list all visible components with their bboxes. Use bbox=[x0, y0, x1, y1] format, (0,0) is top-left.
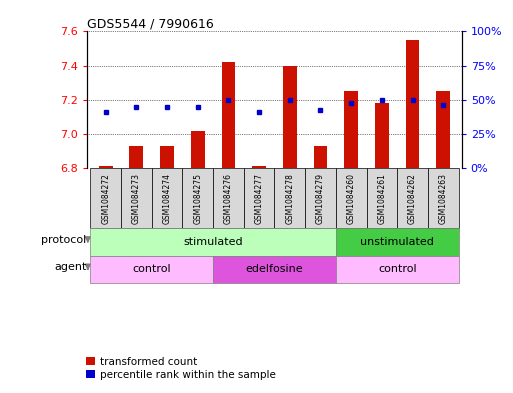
Text: GSM1084275: GSM1084275 bbox=[193, 173, 202, 224]
FancyBboxPatch shape bbox=[244, 168, 274, 228]
Text: protocol: protocol bbox=[42, 235, 87, 245]
Text: agent: agent bbox=[54, 263, 87, 272]
FancyBboxPatch shape bbox=[274, 168, 305, 228]
FancyBboxPatch shape bbox=[90, 255, 213, 283]
FancyBboxPatch shape bbox=[182, 168, 213, 228]
FancyBboxPatch shape bbox=[90, 168, 121, 228]
FancyBboxPatch shape bbox=[90, 228, 336, 255]
Text: stimulated: stimulated bbox=[183, 237, 243, 247]
FancyBboxPatch shape bbox=[305, 168, 336, 228]
FancyBboxPatch shape bbox=[121, 168, 152, 228]
Bar bbox=[406, 40, 420, 168]
Text: GSM1084274: GSM1084274 bbox=[163, 173, 171, 224]
FancyBboxPatch shape bbox=[397, 168, 428, 228]
FancyBboxPatch shape bbox=[336, 168, 367, 228]
Text: unstimulated: unstimulated bbox=[360, 237, 434, 247]
Text: GDS5544 / 7990616: GDS5544 / 7990616 bbox=[87, 17, 214, 30]
FancyBboxPatch shape bbox=[213, 168, 244, 228]
FancyBboxPatch shape bbox=[367, 168, 397, 228]
FancyBboxPatch shape bbox=[428, 168, 459, 228]
Bar bbox=[344, 91, 358, 168]
FancyBboxPatch shape bbox=[213, 255, 336, 283]
Legend: transformed count, percentile rank within the sample: transformed count, percentile rank withi… bbox=[82, 353, 280, 384]
Text: GSM1084272: GSM1084272 bbox=[101, 173, 110, 224]
Bar bbox=[222, 62, 235, 168]
Text: GSM1084276: GSM1084276 bbox=[224, 173, 233, 224]
FancyBboxPatch shape bbox=[152, 168, 182, 228]
Bar bbox=[252, 166, 266, 168]
Bar bbox=[98, 166, 112, 168]
Text: GSM1084263: GSM1084263 bbox=[439, 173, 448, 224]
Bar bbox=[283, 66, 297, 168]
Text: GSM1084277: GSM1084277 bbox=[254, 173, 264, 224]
FancyBboxPatch shape bbox=[336, 228, 459, 255]
Bar bbox=[437, 91, 450, 168]
Text: GSM1084261: GSM1084261 bbox=[378, 173, 386, 224]
Text: control: control bbox=[378, 264, 417, 274]
Bar bbox=[191, 130, 205, 168]
Bar bbox=[375, 103, 389, 168]
FancyBboxPatch shape bbox=[336, 255, 459, 283]
Text: GSM1084262: GSM1084262 bbox=[408, 173, 417, 224]
Bar bbox=[160, 146, 174, 168]
Text: GSM1084278: GSM1084278 bbox=[285, 173, 294, 224]
Text: GSM1084279: GSM1084279 bbox=[316, 173, 325, 224]
Bar bbox=[313, 146, 327, 168]
Text: GSM1084260: GSM1084260 bbox=[347, 173, 356, 224]
Text: control: control bbox=[132, 264, 171, 274]
Text: GSM1084273: GSM1084273 bbox=[132, 173, 141, 224]
Bar bbox=[129, 146, 143, 168]
Text: edelfosine: edelfosine bbox=[246, 264, 303, 274]
